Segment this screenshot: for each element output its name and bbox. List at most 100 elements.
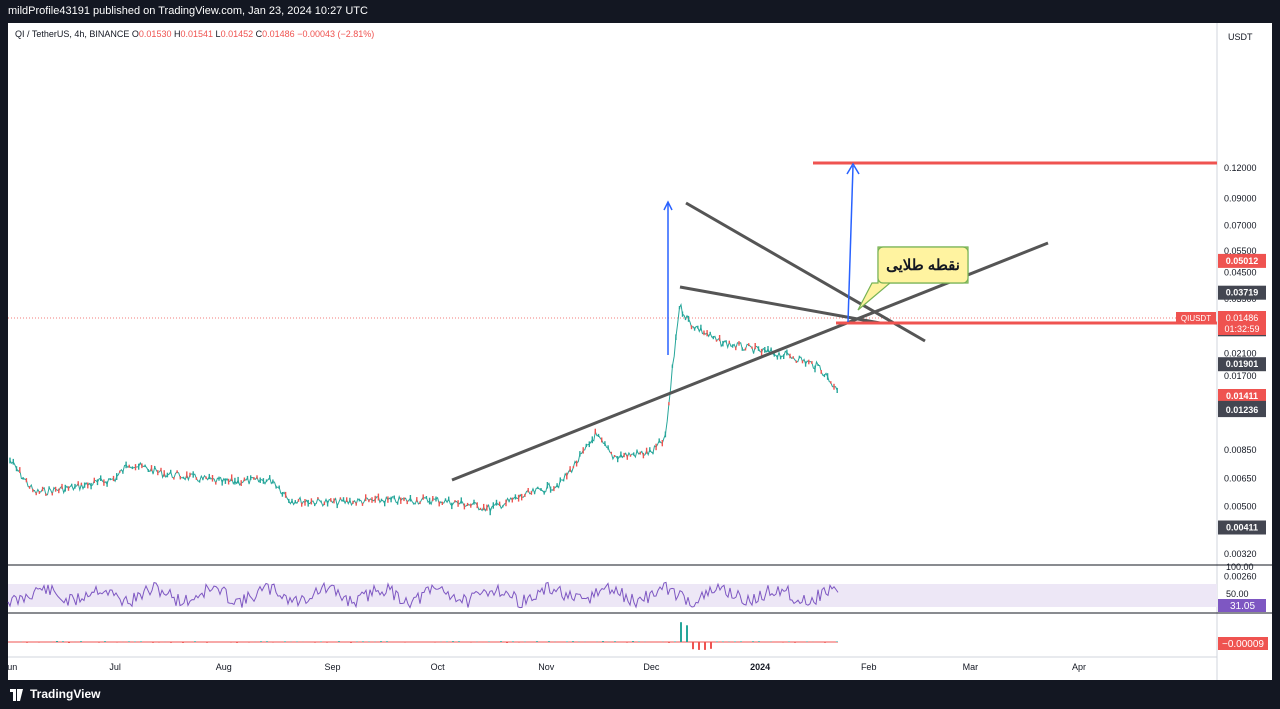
candle [154,466,156,468]
candle [735,346,737,351]
candle [591,436,593,444]
price-label-box [1218,520,1266,535]
candle [448,496,450,502]
macd-bar [314,642,316,643]
rsi-value: 31.05 [1230,601,1255,612]
price-tick-label: 0.05500 [1224,246,1257,256]
candle [61,483,63,489]
candle [339,497,342,500]
candle [444,498,447,501]
candle [291,498,293,503]
macd-bar [362,641,364,642]
rsi-tick-100: 100.00 [1226,562,1254,572]
last-price-badge[interactable]: QIUSDT 0.01486 01:32:59 [1176,311,1266,335]
macd-bar [350,642,352,643]
candle [323,501,326,506]
currency-label: USDT [1228,32,1253,42]
high-label: H [173,29,181,39]
candle [466,502,469,506]
candle [189,472,191,477]
candle [786,349,788,356]
candle [751,346,753,349]
drawings[interactable]: نقطه طلایی [451,161,1217,482]
candles-group [9,306,838,516]
macd-bar [566,641,568,642]
candle [355,502,357,506]
candle [387,496,389,503]
candle [575,460,578,467]
candle [368,499,370,503]
candle [400,497,402,504]
candle [639,451,641,455]
time-tick-label: 2024 [750,662,770,672]
time-axis[interactable]: Jun Jul Aug Sep Oct Nov Dec 2024 Feb Mar Apr [3,662,1086,672]
candle [58,488,60,494]
candle [253,477,255,480]
macd-bar [62,641,64,642]
price-tick-label: 0.04500 [1224,267,1257,277]
time-tick-label: Feb [861,662,877,672]
candle [412,502,415,505]
candle [96,479,99,486]
candle [697,325,699,329]
candle [243,477,246,482]
candle [633,452,635,456]
candle [533,492,536,495]
macd-bar [734,641,736,642]
candle [77,481,79,486]
last-price-box [1218,311,1266,335]
candle [773,353,775,357]
macd-bar [458,641,460,642]
target-arrow[interactable] [847,165,854,323]
macd-bar [266,641,268,642]
candle [770,347,772,351]
candle [610,451,612,455]
candle [830,381,832,384]
macd-bar [194,641,196,642]
candle [700,324,702,331]
candle [166,472,169,478]
candle [508,499,510,503]
candle [588,441,590,448]
candle [87,482,89,489]
price-label-text: 0.03719 [1226,288,1259,298]
candle [15,466,18,472]
candle [195,477,198,480]
macd-bar [794,642,796,643]
time-tick-label: Mar [963,662,979,672]
candle [607,445,609,450]
macd-bar [320,641,322,642]
candle [757,346,760,351]
candle [789,353,791,359]
candle [416,497,418,502]
macd-bar [104,641,106,642]
candle [681,311,684,317]
last-price-symbol-badge [1176,312,1216,324]
candle [514,494,517,500]
macd-bar [188,642,190,643]
price-label-text: 0.01411 [1226,391,1258,401]
candle [112,475,115,482]
candle [262,478,265,484]
candle [240,480,242,486]
publisher-text: mildProfile43191 published on TradingVie… [8,5,368,17]
candle [182,476,185,479]
macd-bar [500,641,502,642]
candle [211,475,214,482]
macd-bar [224,642,226,643]
candle [579,451,581,457]
price-axis[interactable]: 0.120000.090000.070000.055000.045000.035… [1224,163,1257,582]
candle [527,488,529,493]
wedge-lower-line[interactable] [679,285,881,325]
candle [64,484,66,492]
candle [738,341,740,346]
candle [231,474,233,482]
candle [128,464,130,468]
candle [435,496,437,502]
time-tick-label: Jun [3,662,18,672]
candle [760,348,763,356]
macd-bar [716,641,718,642]
wedge-upper-line[interactable] [685,201,926,343]
candle [25,478,28,483]
